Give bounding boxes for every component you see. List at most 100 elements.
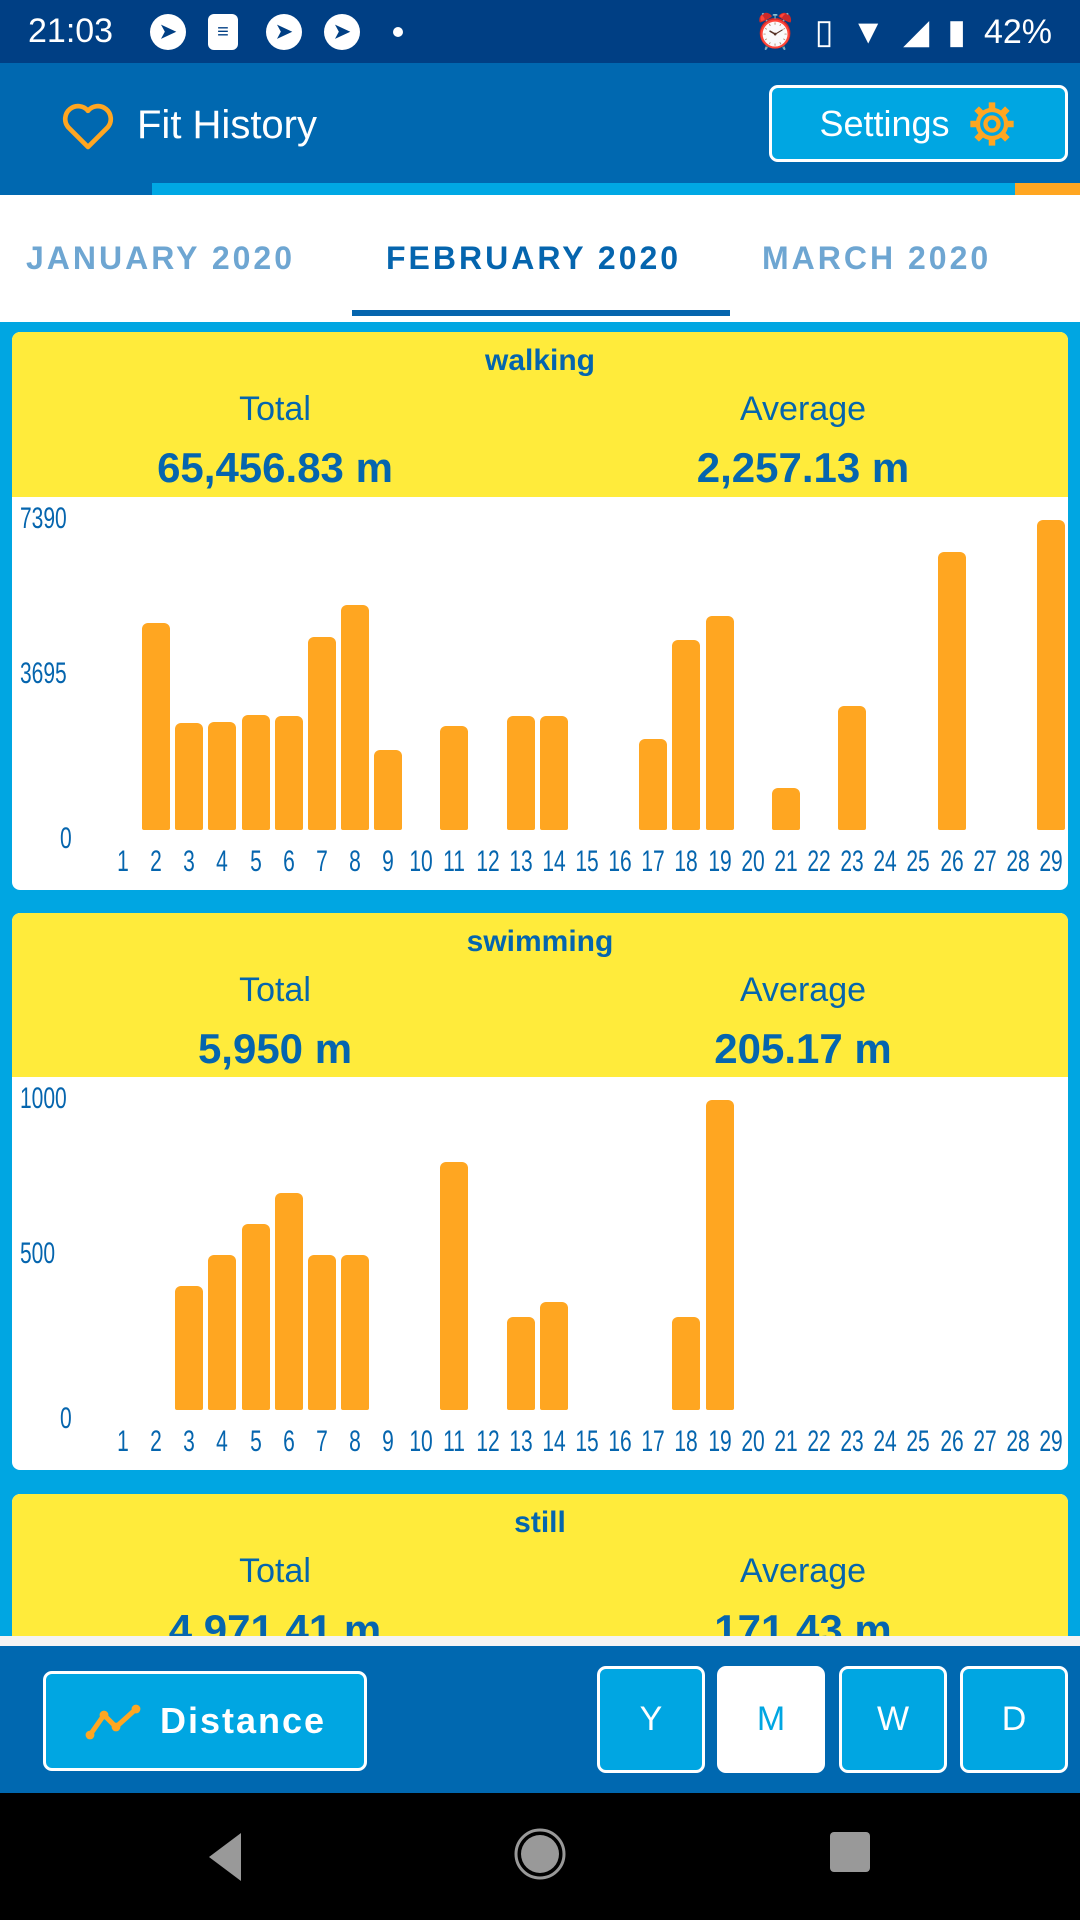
wifi-icon: ▼ (851, 12, 886, 51)
bar-day-11 (440, 1162, 469, 1410)
x-tick-label: 20 (740, 1425, 765, 1458)
total-value: 65,456.83 m (157, 444, 393, 491)
app-title: Fit History (137, 103, 317, 147)
x-tick-label: 1 (117, 845, 129, 878)
x-tick-label: 27 (972, 845, 997, 878)
swimming-bar-chart: 0 500 1000 1 2 3 4 5 6 7 8 9 10 11 12 13 14 15 16 17 18 19 20 2… (12, 1077, 1068, 1470)
bar-day-7 (307, 1255, 336, 1410)
bar-day-14 (539, 1301, 568, 1410)
x-tick-label: 12 (475, 845, 500, 878)
x-tick-label: 29 (1039, 1425, 1063, 1458)
x-tick-label: 19 (707, 1425, 732, 1458)
metric-selector-button[interactable]: Distance (43, 1671, 367, 1771)
card-header: swimming Total 5,950 m Average 205.17 m (12, 913, 1068, 1077)
bar-day-3 (175, 723, 204, 830)
y-tick-label: 0 (60, 822, 72, 855)
x-tick-label: 13 (508, 845, 533, 878)
x-tick-label: 12 (475, 1425, 500, 1458)
x-tick-label: 27 (972, 1425, 997, 1458)
bar-day-8 (340, 605, 369, 830)
battery-level: 42% (983, 12, 1052, 51)
telegram-icon: ➤ (266, 14, 302, 50)
tab-march-2020[interactable]: MARCH 2020 (762, 240, 992, 276)
walking-bar-chart: 0 3695 7390 1 2 3 4 5 6 7 8 9 10 11 12 13 14 15 16 17 18 19 20… (12, 497, 1068, 890)
bar-day-14 (539, 716, 568, 830)
home-icon[interactable] (513, 1827, 567, 1881)
app-bar: Fit History Settings (0, 63, 1080, 195)
news-icon: ≡ (208, 14, 238, 50)
y-tick-label: 500 (20, 1237, 56, 1270)
x-tick-label: 29 (1039, 845, 1063, 878)
telegram-icon: ➤ (324, 14, 360, 50)
x-tick-label: 19 (707, 845, 732, 878)
bar-day-13 (506, 716, 535, 830)
bar-day-17 (639, 739, 668, 830)
activity-card-swimming: swimming Total 5,950 m Average 205.17 m … (12, 913, 1068, 1470)
heart-icon (62, 103, 114, 150)
average-label: Average (739, 1552, 867, 1590)
x-tick-label: 25 (906, 1425, 931, 1458)
y-tick-label: 0 (60, 1402, 72, 1435)
period-week-button[interactable]: W (839, 1666, 947, 1773)
x-tick-label: 18 (674, 1425, 699, 1458)
total-label: Total (239, 390, 311, 428)
bar-day-26 (937, 552, 966, 830)
telegram-icon: ➤ (150, 14, 186, 50)
x-tick-label: 28 (1006, 1425, 1030, 1458)
activity-name: swimming (466, 925, 614, 958)
x-tick-label: 11 (443, 1425, 466, 1458)
x-tick-label: 3 (183, 845, 196, 878)
x-tick-label: 22 (807, 1425, 831, 1458)
x-tick-label: 6 (282, 845, 295, 878)
bar-day-2 (142, 623, 171, 830)
x-tick-label: 9 (382, 845, 394, 878)
dot-icon (393, 27, 403, 37)
x-tick-label: 11 (443, 845, 466, 878)
tab-february-2020[interactable]: FEBRUARY 2020 (386, 240, 682, 276)
x-tick-label: 16 (608, 1425, 632, 1458)
average-label: Average (739, 390, 867, 428)
y-tick-label: 7390 (20, 502, 67, 535)
recents-icon[interactable] (829, 1831, 871, 1873)
period-year-button[interactable]: Y (597, 1666, 705, 1773)
bar-day-13 (506, 1317, 535, 1410)
alarm-icon: ⏰ (754, 13, 797, 51)
x-tick-label: 8 (349, 845, 361, 878)
x-tick-label: 28 (1006, 845, 1030, 878)
bar-day-6 (274, 716, 303, 830)
x-tick-label: 7 (315, 1425, 328, 1458)
x-tick-label: 9 (382, 1425, 394, 1458)
x-tick-label: 24 (873, 845, 897, 878)
x-tick-label: 25 (906, 845, 931, 878)
x-tick-label: 21 (774, 845, 798, 878)
bar-day-5 (241, 1224, 270, 1410)
period-day-button[interactable]: D (960, 1666, 1068, 1773)
period-month-button[interactable]: M (717, 1666, 825, 1773)
bar-day-29 (1036, 520, 1065, 830)
status-bar: 21:03 ➤ ≡ ➤ ➤ ⏰ ▯ ▼ ◢ ▮ 42% (0, 0, 1080, 63)
bar-day-23 (838, 705, 867, 830)
average-value: 2,257.13 m (696, 444, 910, 491)
settings-button[interactable]: Settings (769, 85, 1068, 162)
x-tick-label: 17 (641, 845, 665, 878)
x-tick-label: 3 (183, 1425, 196, 1458)
clock: 21:03 (28, 12, 114, 50)
x-tick-label: 4 (216, 845, 229, 878)
bar-day-18 (672, 1317, 701, 1410)
x-tick-label: 20 (740, 845, 765, 878)
x-tick-label: 26 (939, 845, 964, 878)
bottom-bar: Distance Y M W D (0, 1646, 1080, 1793)
total-label: Total (239, 971, 311, 1009)
y-tick-label: 1000 (20, 1082, 67, 1115)
x-tick-label: 23 (840, 845, 864, 878)
metric-label: Distance (159, 1700, 327, 1741)
bar-day-4 (208, 722, 237, 830)
card-header: walking Total 65,456.83 m Average 2,257.… (12, 332, 1068, 497)
average-label: Average (739, 971, 867, 1009)
total-label: Total (239, 1552, 311, 1590)
x-tick-label: 2 (150, 845, 162, 878)
bar-day-3 (175, 1286, 204, 1410)
divider (0, 1636, 1080, 1646)
tab-january-2020[interactable]: JANUARY 2020 (26, 240, 295, 276)
back-icon[interactable] (205, 1831, 245, 1883)
